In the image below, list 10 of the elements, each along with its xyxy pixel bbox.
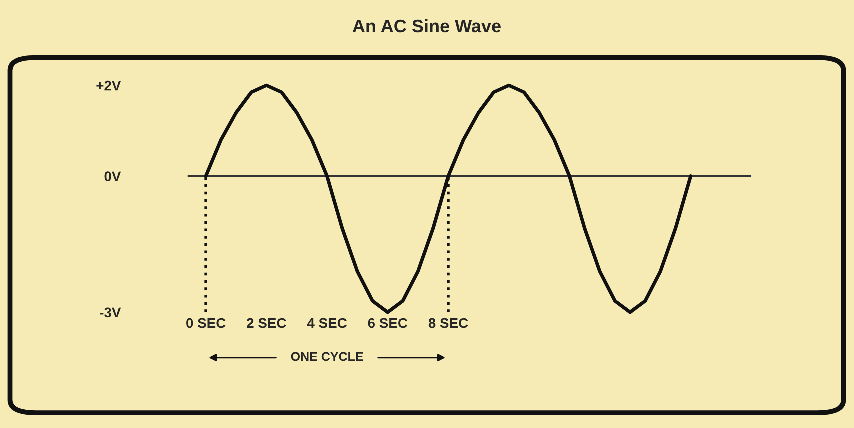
x-tick-label: 6 SEC [368,318,408,328]
y-tick-label: -3V [100,308,122,318]
y-tick-label: +2V [96,80,122,91]
text: ONE CYCLE [291,352,364,362]
x-tick-label: 4 SEC [307,318,347,328]
x-tick-label: 8 SEC [428,318,468,328]
y-tick-label: 0V [104,172,122,182]
x-tick-label: 2 SEC [247,318,286,328]
x-tick-label: 0 SEC [186,318,226,328]
chart-title: An AC Sine Wave [352,19,501,33]
